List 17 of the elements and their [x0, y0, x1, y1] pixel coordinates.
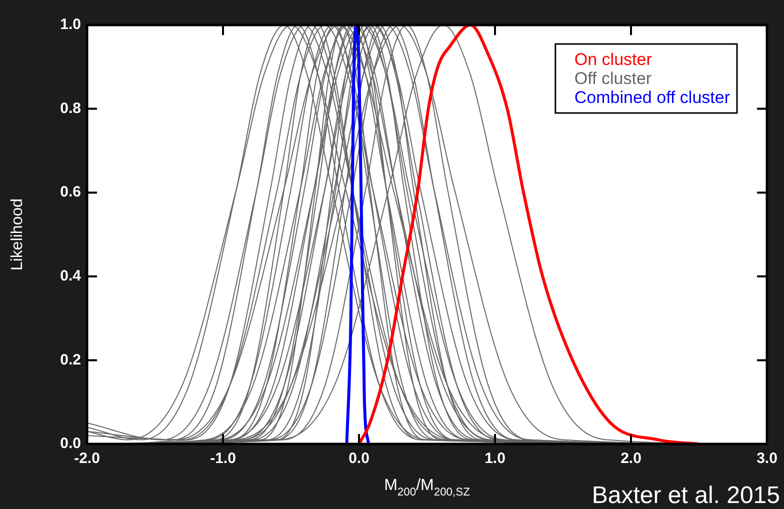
- y-tick-label: 0.0: [60, 435, 81, 452]
- y-tick-label: 0.6: [60, 184, 81, 201]
- x-tick-label: -1.0: [210, 450, 236, 468]
- text: Baxter et al. 2015: [592, 482, 780, 509]
- y-tick-label: 0.4: [60, 268, 82, 285]
- y-tick-label: 1.0: [60, 16, 81, 34]
- x-tick-label: 3.0: [756, 450, 778, 468]
- text: Off cluster: [574, 69, 652, 88]
- x-tick-label: 0.0: [348, 450, 370, 468]
- text: On cluster: [574, 50, 652, 69]
- text: Combined off cluster: [574, 88, 730, 107]
- x-tick-label: 2.0: [620, 450, 642, 468]
- y-tick-label: 0.8: [60, 100, 81, 117]
- x-tick-label: 1.0: [484, 450, 506, 468]
- y-tick-label: 0.2: [60, 351, 81, 368]
- y-axis-title: Likelihood: [9, 198, 26, 271]
- x-tick-label: -2.0: [74, 450, 100, 468]
